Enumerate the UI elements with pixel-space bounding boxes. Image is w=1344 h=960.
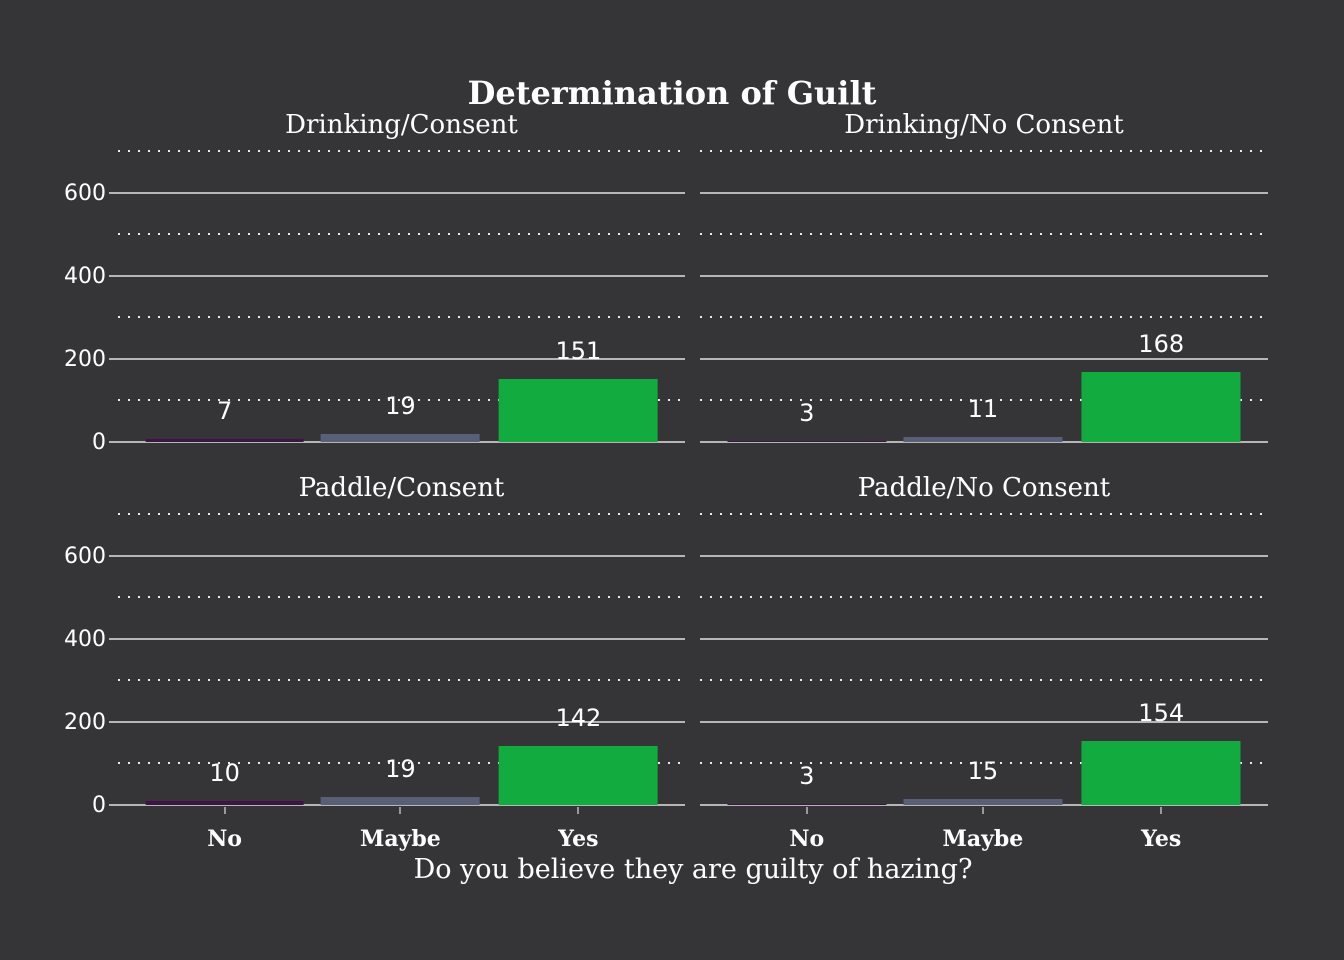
bar-yes — [499, 379, 658, 442]
bar-maybe — [903, 437, 1063, 442]
bar-no — [145, 439, 304, 442]
y-axis-label: 400 — [64, 627, 106, 652]
x-axis-tick — [223, 807, 226, 814]
plot-area: 600 400 200 0 10 19 142 No Maybe Yes — [64, 513, 685, 852]
bar-value-label: 3 — [799, 762, 815, 790]
y-axis-tick — [109, 275, 118, 277]
y-axis-tick — [109, 721, 118, 723]
bar-value-label: 19 — [385, 755, 416, 783]
bar-value-label: 151 — [555, 337, 602, 365]
bar-value-label: 154 — [1138, 699, 1185, 727]
bar-value-label: 15 — [967, 757, 999, 785]
y-axis-label: 200 — [64, 710, 106, 735]
bar-yes — [499, 746, 658, 805]
bar-no — [727, 804, 887, 805]
facet-title: Drinking/Consent — [285, 110, 518, 140]
bar-no — [727, 441, 887, 442]
bar-maybe — [320, 797, 480, 805]
facet-title: Drinking/No Consent — [844, 110, 1124, 140]
plot-area: 600 400 200 0 7 19 151 — [64, 150, 685, 455]
y-axis-label: 400 — [64, 264, 106, 289]
bar-value-label: 19 — [385, 392, 416, 420]
y-axis-label: 600 — [64, 181, 106, 206]
bar-value-label: 3 — [799, 399, 815, 427]
y-axis-label: 0 — [92, 430, 106, 455]
bar-maybe — [320, 434, 480, 442]
y-axis-label: 200 — [64, 347, 106, 372]
x-axis-tick — [981, 807, 984, 814]
plot-area: 3 11 168 — [700, 150, 1268, 443]
facet-drinking-consent: Drinking/Consent 600 400 200 0 7 19 151 — [64, 110, 685, 455]
y-axis-label: 0 — [92, 793, 106, 818]
bar-value-label: 7 — [216, 397, 233, 425]
x-axis-tick — [399, 807, 402, 814]
x-axis-tick — [1160, 807, 1163, 814]
y-axis-tick — [109, 804, 118, 806]
x-axis-title: Do you believe they are guilty of hazing… — [413, 854, 973, 885]
y-axis-label: 600 — [64, 544, 106, 569]
bar-maybe — [903, 799, 1063, 805]
x-axis-tick-label: No — [789, 826, 825, 852]
chart-title: Determination of Guilt — [467, 74, 877, 112]
x-axis-tick — [805, 807, 808, 814]
bar-yes — [1081, 372, 1241, 442]
facet-title: Paddle/Consent — [298, 473, 505, 503]
y-axis-tick — [109, 192, 118, 194]
bar-no — [145, 801, 304, 805]
y-axis-tick — [109, 441, 118, 443]
bar-value-label: 10 — [209, 759, 240, 787]
bar-value-label: 11 — [967, 395, 999, 423]
y-axis-tick — [109, 638, 118, 640]
y-axis-tick — [109, 358, 118, 360]
facet-paddle-consent: Paddle/Consent 600 400 200 0 10 19 142 N… — [64, 473, 685, 852]
x-axis-tick-label: Maybe — [359, 826, 441, 852]
facet-drinking-no-consent: Drinking/No Consent 3 11 168 — [700, 110, 1268, 443]
x-axis-tick-label: Yes — [1141, 826, 1182, 852]
bar-value-label: 168 — [1138, 330, 1185, 358]
x-axis-tick — [577, 807, 580, 814]
bar-value-label: 142 — [555, 704, 602, 732]
facet-title: Paddle/No Consent — [857, 473, 1111, 503]
y-axis-tick — [109, 555, 118, 557]
plot-area: 3 15 154 No Maybe Yes — [700, 513, 1268, 852]
x-axis-tick-label: Yes — [558, 826, 599, 852]
x-axis-tick-label: No — [207, 826, 242, 852]
facet-paddle-no-consent: Paddle/No Consent 3 15 154 No Maybe Yes — [700, 473, 1268, 852]
bar-yes — [1081, 741, 1241, 805]
x-axis-tick-label: Maybe — [942, 826, 1024, 852]
